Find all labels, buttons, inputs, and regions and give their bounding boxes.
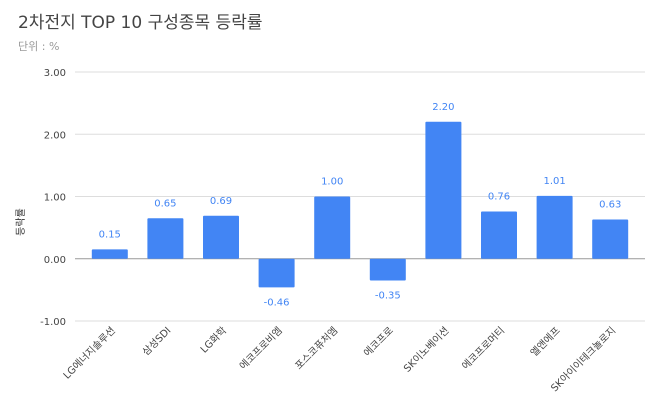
- chart-title: 2차전지 TOP 10 구성종목 등락률: [18, 13, 263, 33]
- bar: [91, 249, 128, 259]
- x-tick-label: 삼성SDI: [140, 325, 174, 359]
- data-label: 1.00: [321, 177, 343, 188]
- bar: [258, 258, 295, 288]
- chart-subtitle: 단위 : %: [18, 40, 60, 53]
- bar: [369, 258, 406, 281]
- data-label: 1.01: [543, 176, 565, 187]
- data-label: -0.46: [264, 297, 290, 308]
- bar: [536, 195, 573, 259]
- data-label: 0.15: [99, 229, 121, 240]
- x-tick-label: LG화학: [198, 325, 229, 356]
- data-label: 2.20: [432, 102, 454, 113]
- data-label: 0.69: [210, 196, 232, 207]
- y-tick-label: -1.00: [40, 317, 66, 328]
- y-tick-label: 1.00: [44, 193, 66, 204]
- data-label: 0.76: [488, 191, 510, 202]
- x-tick-label: SK이노베이션: [401, 325, 451, 375]
- bar: [147, 218, 184, 259]
- x-tick-label: 에코프로비엠: [237, 325, 285, 373]
- bar: [481, 211, 517, 259]
- x-tick-label: LG에너지솔루션: [61, 325, 118, 382]
- x-tick-label: 에코프로머티: [460, 325, 508, 373]
- y-tick-label: 0.00: [44, 255, 66, 266]
- x-tick-label: 엘앤에프: [527, 324, 562, 359]
- bar: [592, 219, 629, 259]
- data-label: -0.35: [375, 291, 401, 302]
- x-tick-label: 에코프로: [361, 325, 396, 360]
- bar: [203, 215, 239, 259]
- x-tick-label: 포스코퓨처엠: [293, 325, 341, 373]
- data-label: 0.65: [154, 198, 176, 209]
- data-label: 0.63: [599, 200, 621, 211]
- y-tick-label: 2.00: [44, 130, 66, 141]
- y-axis-title: 등락률: [15, 208, 27, 236]
- bar: [425, 121, 462, 259]
- y-tick-label: 3.00: [44, 68, 66, 79]
- bar: [314, 196, 351, 259]
